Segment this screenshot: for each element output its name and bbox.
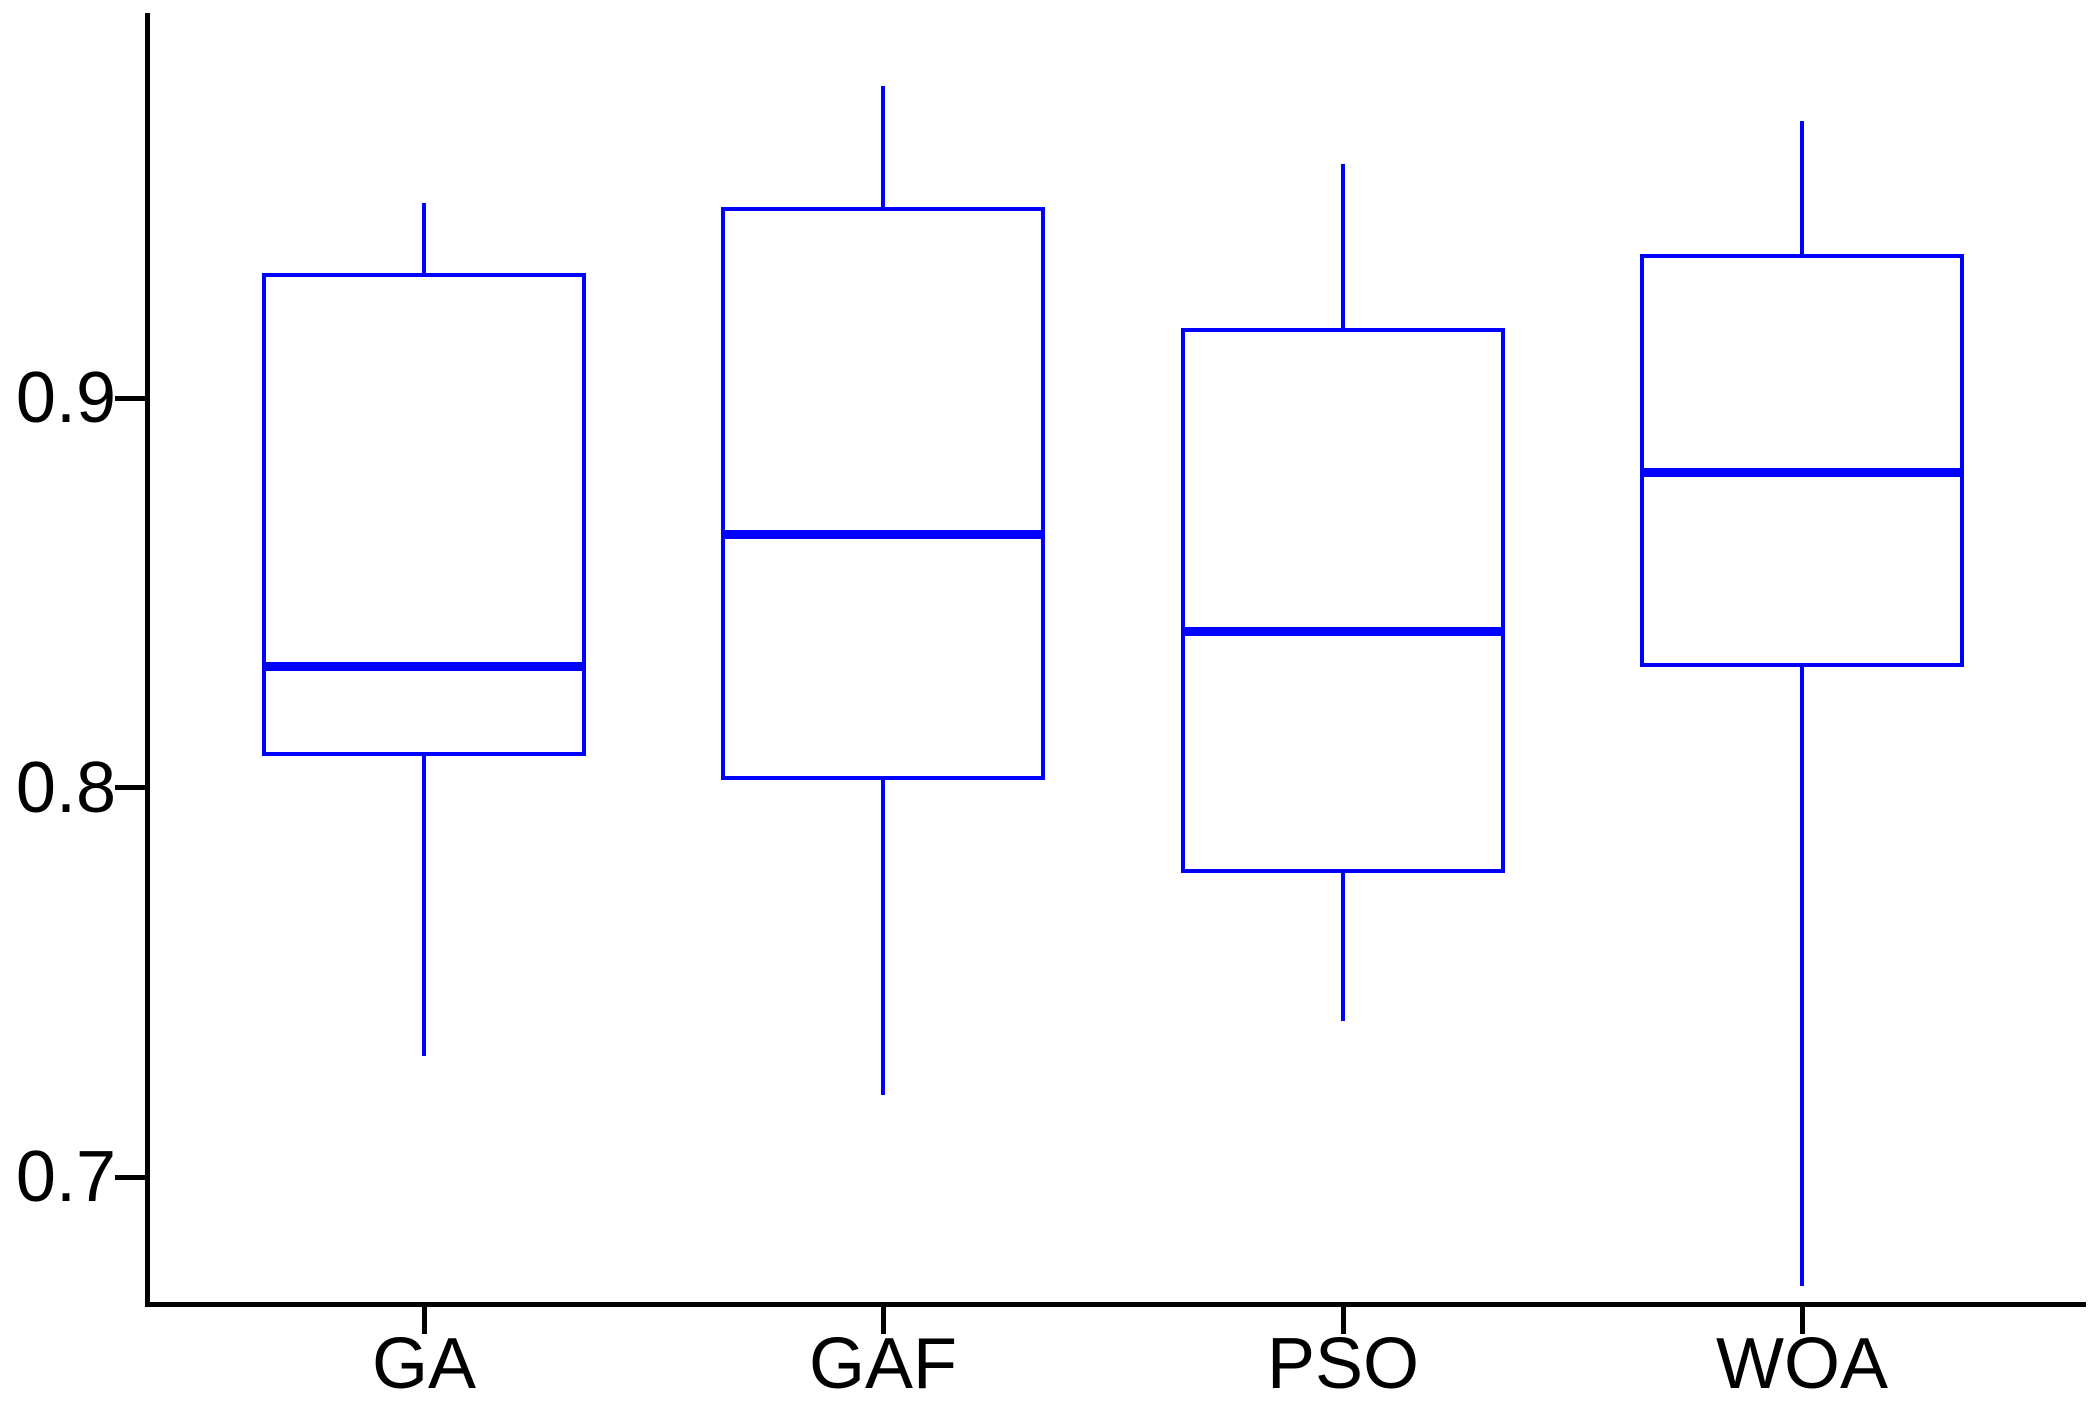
median-GA — [262, 662, 586, 672]
box-WOA — [1640, 253, 1964, 667]
lower-whisker-GAF — [881, 779, 885, 1096]
x-tick-label-GA: GA — [371, 1324, 477, 1404]
lower-whisker-WOA — [1800, 666, 1804, 1287]
upper-whisker-PSO — [1341, 164, 1345, 328]
x-axis-line — [145, 1302, 2086, 1307]
median-PSO — [1181, 627, 1505, 637]
x-tick-label-GAF: GAF — [808, 1324, 957, 1404]
box-PSO — [1181, 327, 1505, 874]
upper-whisker-WOA — [1800, 121, 1804, 254]
y-axis-line — [145, 13, 150, 1304]
median-WOA — [1640, 467, 1964, 477]
median-GAF — [721, 529, 1045, 539]
upper-whisker-GA — [422, 203, 426, 274]
lower-whisker-PSO — [1341, 873, 1345, 1022]
x-tick-label-WOA: WOA — [1716, 1324, 1888, 1404]
y-tick — [115, 1174, 145, 1180]
y-tick-label: 0.9 — [15, 358, 116, 438]
y-tick-label: 0.8 — [15, 747, 116, 828]
x-tick — [880, 1304, 886, 1334]
lower-whisker-GA — [422, 756, 426, 1057]
x-tick — [1340, 1304, 1346, 1334]
upper-whisker-GAF — [881, 86, 885, 208]
y-tick — [115, 395, 145, 401]
x-tick — [1799, 1304, 1805, 1334]
y-tick-label: 0.7 — [15, 1137, 116, 1217]
x-tick-label-PSO: PSO — [1266, 1324, 1420, 1404]
box-GA — [262, 273, 586, 757]
box-GAF — [721, 207, 1045, 780]
y-tick — [115, 785, 145, 790]
x-tick — [421, 1304, 427, 1334]
